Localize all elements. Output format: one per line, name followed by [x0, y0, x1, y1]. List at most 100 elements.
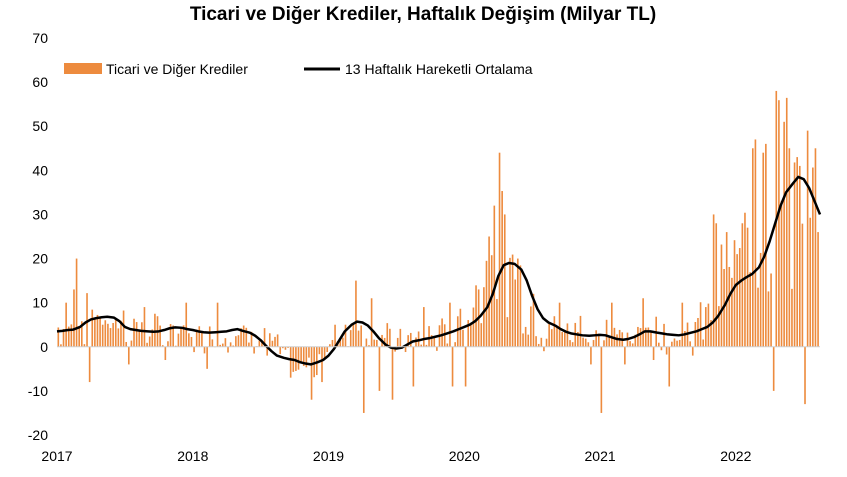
bar [759, 252, 762, 347]
bar [143, 307, 146, 347]
bar [114, 318, 117, 347]
bar [289, 346, 292, 378]
bar [665, 346, 668, 355]
bar [125, 341, 127, 347]
bar [266, 346, 268, 356]
bar [673, 338, 676, 347]
bar [130, 340, 133, 347]
bar [425, 344, 428, 347]
bar [141, 322, 143, 347]
bar [804, 346, 806, 405]
bar [605, 319, 608, 347]
bar [83, 344, 86, 347]
y-tick-label: 20 [32, 251, 48, 267]
bar [663, 323, 665, 347]
bar [415, 337, 417, 347]
y-tick-label: 70 [32, 30, 48, 46]
bar [472, 307, 475, 347]
bar [334, 324, 336, 347]
bar [135, 322, 138, 347]
bar [592, 340, 595, 347]
bar [561, 332, 564, 347]
bar [101, 324, 104, 347]
bar [757, 287, 759, 347]
bar [637, 326, 639, 347]
bar [433, 337, 436, 347]
bar [545, 338, 548, 347]
bar [373, 339, 376, 347]
bar [310, 346, 313, 400]
bar [467, 320, 470, 347]
bar [120, 320, 122, 347]
bar [483, 287, 485, 347]
bar [94, 318, 96, 347]
bar [741, 223, 744, 347]
bar [582, 337, 584, 347]
bar [485, 260, 488, 347]
bar [441, 318, 443, 347]
bar [579, 315, 582, 347]
bar [446, 343, 449, 347]
bar [668, 346, 671, 387]
bar [409, 332, 412, 347]
bar [608, 337, 611, 347]
bar [718, 306, 720, 347]
bar [258, 340, 261, 347]
bar [318, 346, 321, 355]
bar [712, 214, 715, 347]
bar [530, 306, 532, 347]
bar [443, 324, 446, 347]
bar [506, 317, 509, 347]
bar [694, 322, 697, 347]
bar [634, 334, 637, 347]
bar [496, 299, 498, 347]
bar [725, 232, 728, 347]
bar [731, 277, 733, 347]
bar [553, 316, 556, 347]
bar [357, 330, 360, 347]
chart-title: Ticari ve Diğer Krediler, Haftalık Değiş… [190, 4, 656, 25]
bar [188, 333, 190, 347]
bar [796, 157, 798, 347]
bar [154, 313, 156, 347]
bar [323, 346, 326, 360]
bar [195, 329, 198, 347]
bar [765, 143, 767, 347]
legend: Ticari ve Diğer Krediler 13 Haftalık Har… [64, 61, 533, 77]
bar [480, 323, 483, 347]
bar [793, 162, 796, 347]
bar [566, 323, 569, 347]
bar [616, 334, 618, 347]
x-tick-label: 2019 [313, 448, 344, 464]
bar [564, 331, 566, 347]
bar [519, 265, 522, 347]
bar [684, 331, 686, 347]
bar [112, 323, 114, 347]
bar [577, 331, 579, 347]
y-tick-label: 40 [32, 162, 48, 178]
bar [535, 336, 537, 347]
series-line-moving-average [56, 175, 822, 366]
bar [464, 346, 467, 387]
bar [791, 288, 793, 347]
bar [689, 341, 691, 347]
bar [389, 328, 391, 347]
bar [728, 266, 731, 347]
bar [801, 223, 804, 347]
bar [631, 343, 634, 347]
bar [603, 340, 605, 347]
bar [201, 331, 203, 347]
bar [430, 335, 433, 347]
bar [232, 345, 235, 347]
bar [744, 212, 746, 347]
bar [253, 346, 255, 354]
bar [697, 318, 699, 347]
bar [104, 320, 107, 347]
bar [386, 323, 389, 347]
bar [376, 339, 378, 347]
y-tick-label: 0 [40, 339, 48, 355]
bar [365, 338, 368, 347]
bar [595, 330, 597, 347]
bar [490, 255, 493, 347]
